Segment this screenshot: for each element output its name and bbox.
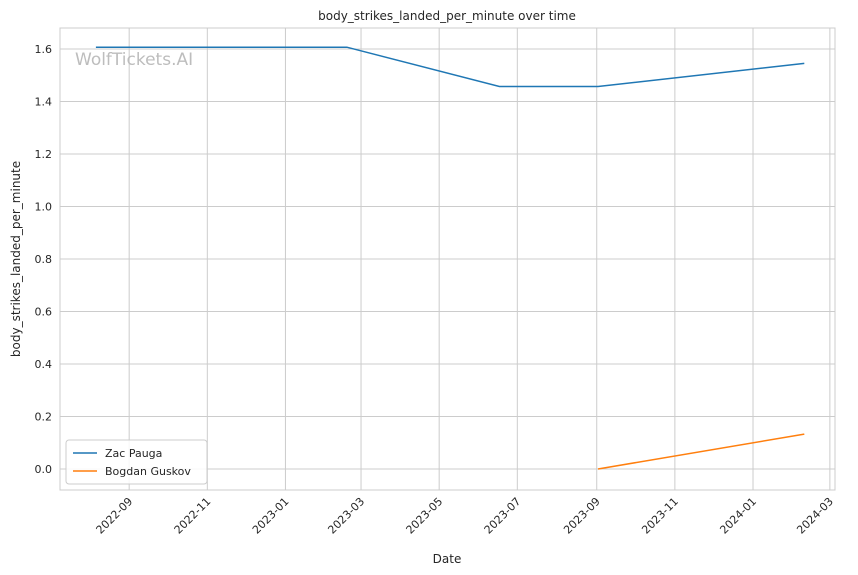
x-tick-label: 2023-01	[250, 495, 292, 537]
y-axis-label: body_strikes_landed_per_minute	[9, 161, 23, 357]
x-tick-label: 2023-03	[325, 495, 367, 537]
y-tick-label: 0.2	[35, 411, 53, 424]
y-axis-ticks: 0.0 0.2 0.4 0.6 0.8 1.0 1.2 1.4 1.6	[35, 43, 53, 476]
y-tick-label: 1.0	[35, 201, 53, 214]
plot-area-frame	[59, 27, 836, 491]
chart-title: body_strikes_landed_per_minute over time	[318, 9, 576, 23]
y-tick-label: 0.0	[35, 463, 53, 476]
y-tick-label: 0.6	[35, 306, 53, 319]
grid	[60, 28, 835, 490]
x-tick-label: 2024-01	[717, 495, 759, 537]
y-tick-label: 0.4	[35, 358, 53, 371]
x-tick-label: 2022-11	[172, 495, 214, 537]
x-tick-label: 2023-09	[561, 495, 603, 537]
series-group	[95, 46, 805, 470]
series-line-zac-pauga	[95, 46, 805, 88]
watermark: WolfTickets.AI	[75, 50, 193, 70]
x-axis-label: Date	[433, 552, 462, 566]
x-tick-label: 2022-09	[94, 495, 136, 537]
y-tick-label: 1.4	[35, 96, 53, 109]
legend: Zac Pauga Bogdan Guskov	[65, 439, 208, 485]
legend-label-bogdan-guskov: Bogdan Guskov	[105, 465, 191, 478]
y-tick-label: 1.2	[35, 148, 53, 161]
x-tick-label: 2023-11	[639, 495, 681, 537]
x-axis-ticks: 2022-09 2022-11 2023-01 2023-03 2023-05 2023-…	[94, 495, 836, 537]
series-line-bogdan-guskov	[597, 433, 805, 470]
legend-box	[65, 439, 208, 485]
x-tick-label: 2023-07	[482, 495, 524, 537]
x-tick-label: 2024-03	[794, 495, 836, 537]
y-tick-label: 0.8	[35, 253, 53, 266]
y-tick-label: 1.6	[35, 43, 53, 56]
legend-label-zac-pauga: Zac Pauga	[105, 447, 162, 460]
x-tick-label: 2023-05	[404, 495, 446, 537]
